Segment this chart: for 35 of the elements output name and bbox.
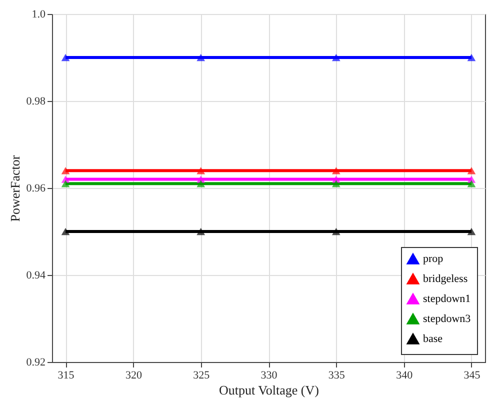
y-axis-title: PowerFactor: [7, 154, 22, 222]
legend-label: stepdown3: [423, 313, 472, 325]
point: [196, 54, 206, 62]
point: [332, 228, 340, 236]
point: [467, 54, 476, 62]
x-tick-label: 325: [193, 370, 210, 382]
point: [61, 180, 70, 188]
point: [196, 180, 206, 188]
y-tick-label: 0.94: [26, 270, 46, 282]
point: [196, 228, 206, 236]
legend-label: prop: [423, 253, 444, 265]
point: [332, 180, 340, 188]
y-tick-label: 0.92: [26, 356, 46, 368]
y-tick-label: 0.96: [26, 182, 46, 194]
point: [61, 54, 70, 62]
x-tick-label: 330: [260, 370, 278, 382]
x-tick-label: 340: [396, 370, 414, 382]
y-tick-label: 1.0: [32, 8, 46, 20]
x-tick-label: 320: [125, 370, 142, 382]
x-tick-label: 335: [328, 370, 346, 382]
point: [61, 166, 70, 174]
point: [467, 166, 476, 174]
legend-label: bridgeless: [423, 273, 468, 285]
point: [196, 166, 206, 174]
point: [332, 166, 340, 174]
point: [467, 228, 476, 236]
point: [467, 180, 476, 188]
legend-label: base: [423, 333, 443, 345]
x-tick-label: 345: [464, 370, 481, 382]
point: [61, 228, 70, 236]
x-tick-label: 315: [58, 370, 75, 382]
point: [332, 54, 340, 62]
legend-label: stepdown1: [423, 293, 471, 305]
y-tick-label: 0.98: [26, 96, 46, 108]
x-axis-title: Output Voltage (V): [219, 382, 319, 398]
